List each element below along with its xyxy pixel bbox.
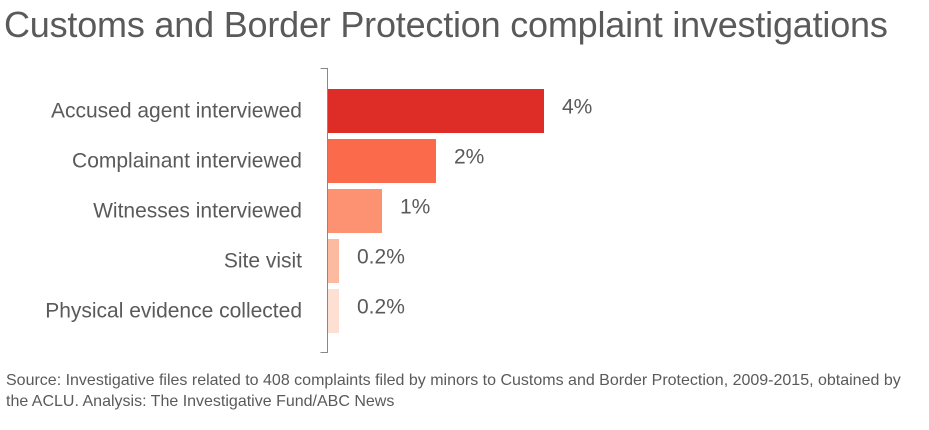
- value-label-complainant-interviewed: 2%: [454, 146, 484, 169]
- chart-title: Customs and Border Protection complaint …: [4, 4, 888, 45]
- value-label-accused-agent-interviewed: 4%: [562, 96, 592, 119]
- bars-layer: [328, 89, 544, 333]
- labels-layer: Accused agent interviewed 4% Complainant i…: [45, 96, 592, 323]
- source-note: Source: Investigative files related to 4…: [6, 372, 901, 410]
- value-label-site-visit: 0.2%: [357, 246, 405, 269]
- category-label-site-visit: Site visit: [224, 250, 302, 273]
- y-axis-line: [320, 68, 328, 353]
- value-label-physical-evidence-collected: 0.2%: [357, 296, 405, 319]
- category-label-complainant-interviewed: Complainant interviewed: [72, 150, 302, 173]
- category-label-physical-evidence-collected: Physical evidence collected: [45, 300, 302, 323]
- bar-complainant-interviewed: [328, 139, 436, 183]
- bar-physical-evidence-collected: [328, 289, 339, 333]
- bar-witnesses-interviewed: [328, 189, 382, 233]
- bar-accused-agent-interviewed: [328, 89, 544, 133]
- category-label-witnesses-interviewed: Witnesses interviewed: [93, 200, 302, 223]
- bar-site-visit: [328, 239, 339, 283]
- value-label-witnesses-interviewed: 1%: [400, 196, 430, 219]
- category-label-accused-agent-interviewed: Accused agent interviewed: [51, 100, 302, 123]
